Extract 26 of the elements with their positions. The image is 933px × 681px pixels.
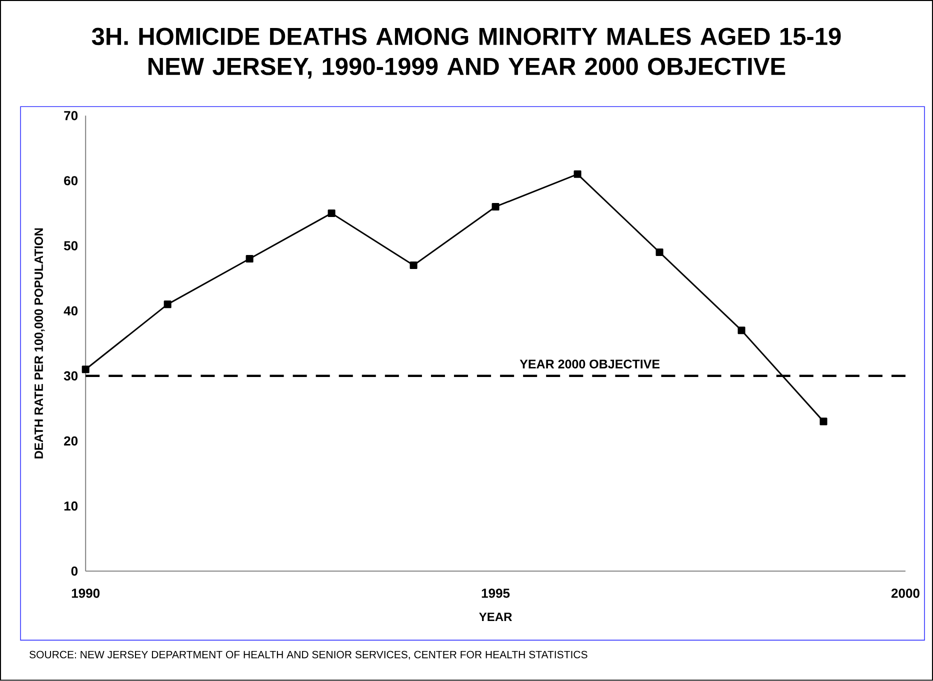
ref-line-label: YEAR 2000 OBJECTIVE — [520, 360, 660, 369]
y-axis-title: DEATH RATE PER 100,000 POPULATION — [34, 228, 45, 459]
point — [164, 300, 172, 308]
y-tick-label: 70 — [64, 111, 78, 120]
y-tick-label: 50 — [64, 241, 78, 250]
point — [656, 248, 664, 256]
source-note: SOURCE: NEW JERSEY DEPARTMENT OF HEALTH AND SENIOR SERVICES, CENTER FOR HEALTH STATISTICS — [30, 650, 588, 660]
point — [738, 326, 746, 334]
y-tick-label: 30 — [64, 371, 78, 381]
x-axis-title: YEAR — [479, 612, 512, 622]
point — [82, 366, 90, 374]
y-tick-label: 0 — [71, 566, 78, 576]
point — [328, 210, 336, 218]
x-tick-label: 1995 — [482, 588, 510, 598]
point — [574, 170, 582, 178]
point — [410, 262, 418, 270]
y-tick-label: 20 — [64, 436, 78, 446]
x-tick-label: 1990 — [72, 588, 100, 598]
chart-title: 3H. HOMICIDE DEATHS AMONG MINORITY MALES AGED 15-19 NEW JERSEY, 1990-1999 AND YEAR 2000 OBJECTIVE — [92, 28, 841, 79]
y-tick-label: 40 — [64, 306, 78, 316]
point — [246, 255, 254, 263]
y-tick-label: 10 — [64, 502, 78, 511]
point — [492, 203, 500, 211]
point — [820, 418, 828, 426]
x-tick-label: 2000 — [891, 588, 920, 598]
y-tick-label: 60 — [64, 176, 78, 186]
